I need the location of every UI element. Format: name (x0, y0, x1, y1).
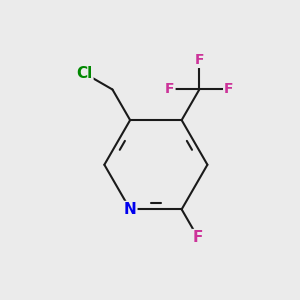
Text: F: F (224, 82, 233, 97)
Text: F: F (195, 53, 204, 67)
Text: N: N (124, 202, 136, 217)
Text: F: F (165, 82, 175, 97)
Text: F: F (193, 230, 203, 245)
Text: Cl: Cl (76, 66, 92, 81)
